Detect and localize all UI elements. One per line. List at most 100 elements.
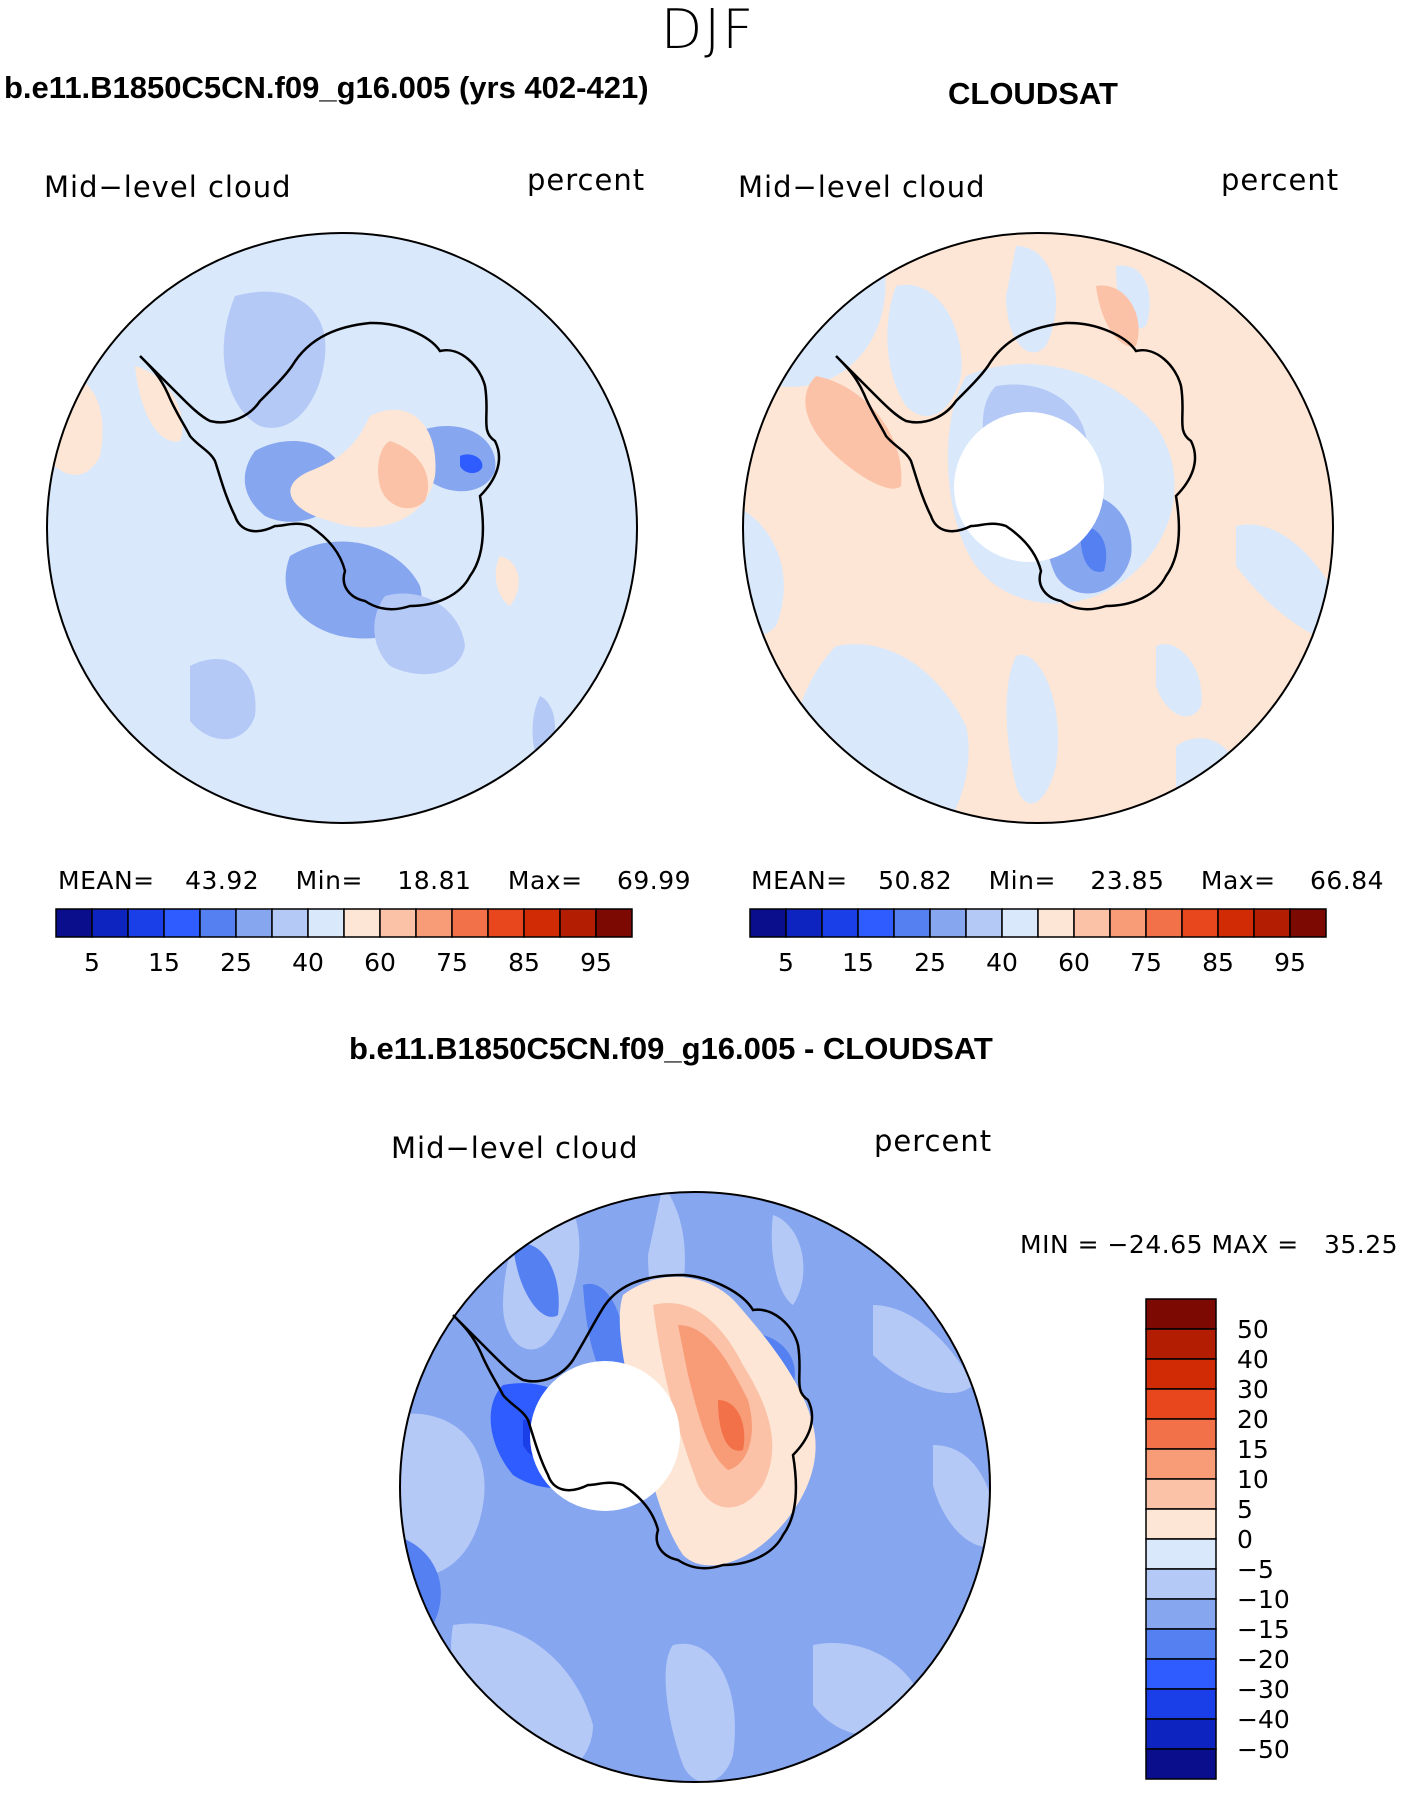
- colorbar-tick-label: 15: [148, 948, 180, 977]
- colorbar-box: [893, 908, 931, 938]
- colorbar-box: [1001, 908, 1039, 938]
- colorbar-box: [235, 908, 273, 938]
- colorbar-box: [379, 908, 417, 938]
- colorbar-tick-label: 75: [1130, 948, 1162, 977]
- colorbar-box: [415, 908, 453, 938]
- diff-colorbar-boxes: [1145, 1298, 1217, 1780]
- model-max-label: Max=: [507, 866, 583, 895]
- colorbar-box: [965, 908, 1003, 938]
- colorbar-box: [1217, 908, 1255, 938]
- colorbar-box: [785, 908, 823, 938]
- obs-mean-value: 50.82: [878, 866, 953, 895]
- colorbar-box: [1145, 1418, 1217, 1450]
- colorbar-box: [1145, 1478, 1217, 1510]
- colorbar-box: [1145, 908, 1183, 938]
- colorbar-box: [821, 908, 859, 938]
- colorbar-tick-label: 50: [1237, 1315, 1269, 1344]
- model-antarctica-coastline: [139, 321, 501, 611]
- model-panel-title: b.e11.B1850C5CN.f09_g16.005 (yrs 402-421…: [4, 70, 649, 105]
- colorbar-box: [307, 908, 345, 938]
- colorbar-box: [857, 908, 895, 938]
- colorbar-box: [1145, 1718, 1217, 1750]
- model-map-border: [46, 232, 638, 824]
- colorbar-tick-label: 60: [364, 948, 396, 977]
- colorbar-box: [451, 908, 489, 938]
- model-colorbar: 5 15 25 40 60 75 85 95: [55, 908, 633, 977]
- obs-min-value: 23.85: [1090, 866, 1165, 895]
- diff-min-max: MIN = −24.65 MAX = 35.25: [1020, 1230, 1399, 1259]
- colorbar-tick-label: −40: [1237, 1705, 1290, 1734]
- colorbar-box: [1145, 1538, 1217, 1570]
- obs-panel-title: CLOUDSAT: [948, 76, 1118, 111]
- model-mean-value: 43.92: [185, 866, 260, 895]
- colorbar-box: [91, 908, 129, 938]
- colorbar-tick-label: −10: [1237, 1585, 1290, 1614]
- colorbar-box: [163, 908, 201, 938]
- colorbar-box: [1181, 908, 1219, 938]
- colorbar-tick-label: −50: [1237, 1735, 1290, 1764]
- obs-colorbar-labels: 5 15 25 40 60 75 85 95: [778, 948, 1306, 977]
- colorbar-box: [1253, 908, 1291, 938]
- obs-units-label: percent: [1221, 163, 1340, 197]
- colorbar-box: [1109, 908, 1147, 938]
- colorbar-box: [1145, 1688, 1217, 1720]
- colorbar-box: [1037, 908, 1075, 938]
- model-map: [46, 232, 638, 824]
- colorbar-box: [343, 908, 381, 938]
- colorbar-tick-label: 60: [1058, 948, 1090, 977]
- obs-antarctica-coastline: [835, 321, 1197, 611]
- model-variable-label: Mid−level cloud: [44, 170, 292, 204]
- colorbar-tick-label: −5: [1237, 1555, 1274, 1584]
- colorbar-tick-label: 30: [1237, 1375, 1269, 1404]
- colorbar-box: [487, 908, 525, 938]
- colorbar-box: [199, 908, 237, 938]
- model-units-label: percent: [527, 163, 646, 197]
- colorbar-tick-label: 40: [986, 948, 1018, 977]
- model-min-label: Min=: [295, 866, 363, 895]
- colorbar-tick-label: −20: [1237, 1645, 1290, 1674]
- model-min-value: 18.81: [397, 866, 472, 895]
- diff-map-border: [399, 1191, 991, 1783]
- obs-max-value: 66.84: [1310, 866, 1385, 895]
- colorbar-tick-label: 95: [580, 948, 612, 977]
- obs-max-label: Max=: [1200, 866, 1276, 895]
- colorbar-box: [1145, 1388, 1217, 1420]
- colorbar-box: [55, 908, 93, 938]
- colorbar-box: [1145, 1328, 1217, 1360]
- model-colorbar-labels: 5 15 25 40 60 75 85 95: [84, 948, 612, 977]
- colorbar-tick-label: 10: [1237, 1465, 1269, 1494]
- colorbar-tick-label: 25: [220, 948, 252, 977]
- obs-missing-data-hole: [954, 412, 1104, 562]
- diff-antarctica-coastline: [452, 1273, 814, 1570]
- colorbar-box: [1289, 908, 1327, 938]
- colorbar-tick-label: 15: [842, 948, 874, 977]
- colorbar-tick-label: 40: [292, 948, 324, 977]
- obs-mean-label: MEAN=: [751, 866, 848, 895]
- colorbar-tick-label: 40: [1237, 1345, 1269, 1374]
- model-stats: MEAN= 43.92 Min= 18.81 Max= 69.99: [58, 866, 691, 896]
- colorbar-box: [1145, 1658, 1217, 1690]
- colorbar-box: [595, 908, 633, 938]
- colorbar-box: [1073, 908, 1111, 938]
- colorbar-tick-label: 85: [508, 948, 540, 977]
- diff-map: [399, 1191, 991, 1783]
- obs-map: [742, 232, 1334, 824]
- obs-min-label: Min=: [988, 866, 1056, 895]
- colorbar-box: [559, 908, 597, 938]
- diff-variable-label: Mid−level cloud: [391, 1131, 639, 1165]
- colorbar-tick-label: 85: [1202, 948, 1234, 977]
- colorbar-box: [271, 908, 309, 938]
- colorbar-tick-label: 5: [84, 948, 100, 977]
- colorbar-box: [1145, 1448, 1217, 1480]
- colorbar-tick-label: 5: [1237, 1495, 1253, 1524]
- season-title: DJF: [660, 0, 756, 61]
- diff-units-label: percent: [874, 1124, 993, 1158]
- model-mean-label: MEAN=: [58, 866, 155, 895]
- colorbar-tick-label: 5: [778, 948, 794, 977]
- colorbar-box: [1145, 1568, 1217, 1600]
- colorbar-box: [1145, 1508, 1217, 1540]
- model-max-value: 69.99: [617, 866, 692, 895]
- obs-stats: MEAN= 50.82 Min= 23.85 Max= 66.84: [751, 866, 1384, 896]
- colorbar-tick-label: 20: [1237, 1405, 1269, 1434]
